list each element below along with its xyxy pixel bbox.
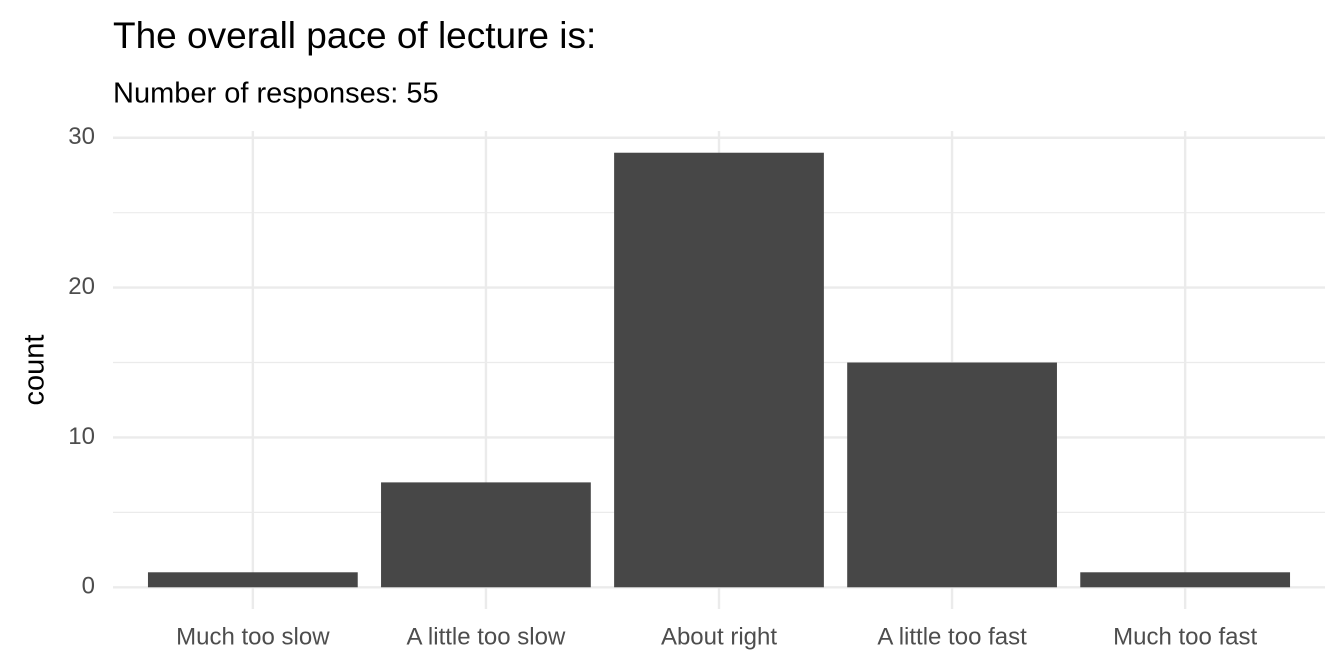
bar — [614, 152, 824, 588]
bar — [381, 482, 591, 588]
y-tick-label: 0 — [82, 573, 95, 600]
x-tick-label: Much too fast — [1113, 623, 1257, 650]
chart-title: The overall pace of lecture is: — [113, 15, 596, 56]
bar — [147, 572, 358, 588]
y-axis-label: count — [19, 335, 51, 406]
x-tick-label: A little too slow — [407, 623, 566, 650]
x-tick-label: About right — [661, 623, 777, 650]
y-tick-label: 20 — [68, 273, 95, 300]
y-tick-label: 10 — [68, 423, 95, 450]
x-tick-label: Much too slow — [176, 623, 330, 650]
chart-subtitle: Number of responses: 55 — [113, 78, 439, 110]
x-tick-label: A little too fast — [877, 623, 1027, 650]
y-tick-label: 30 — [68, 123, 95, 150]
bar — [847, 362, 1057, 588]
bar — [1080, 572, 1291, 588]
